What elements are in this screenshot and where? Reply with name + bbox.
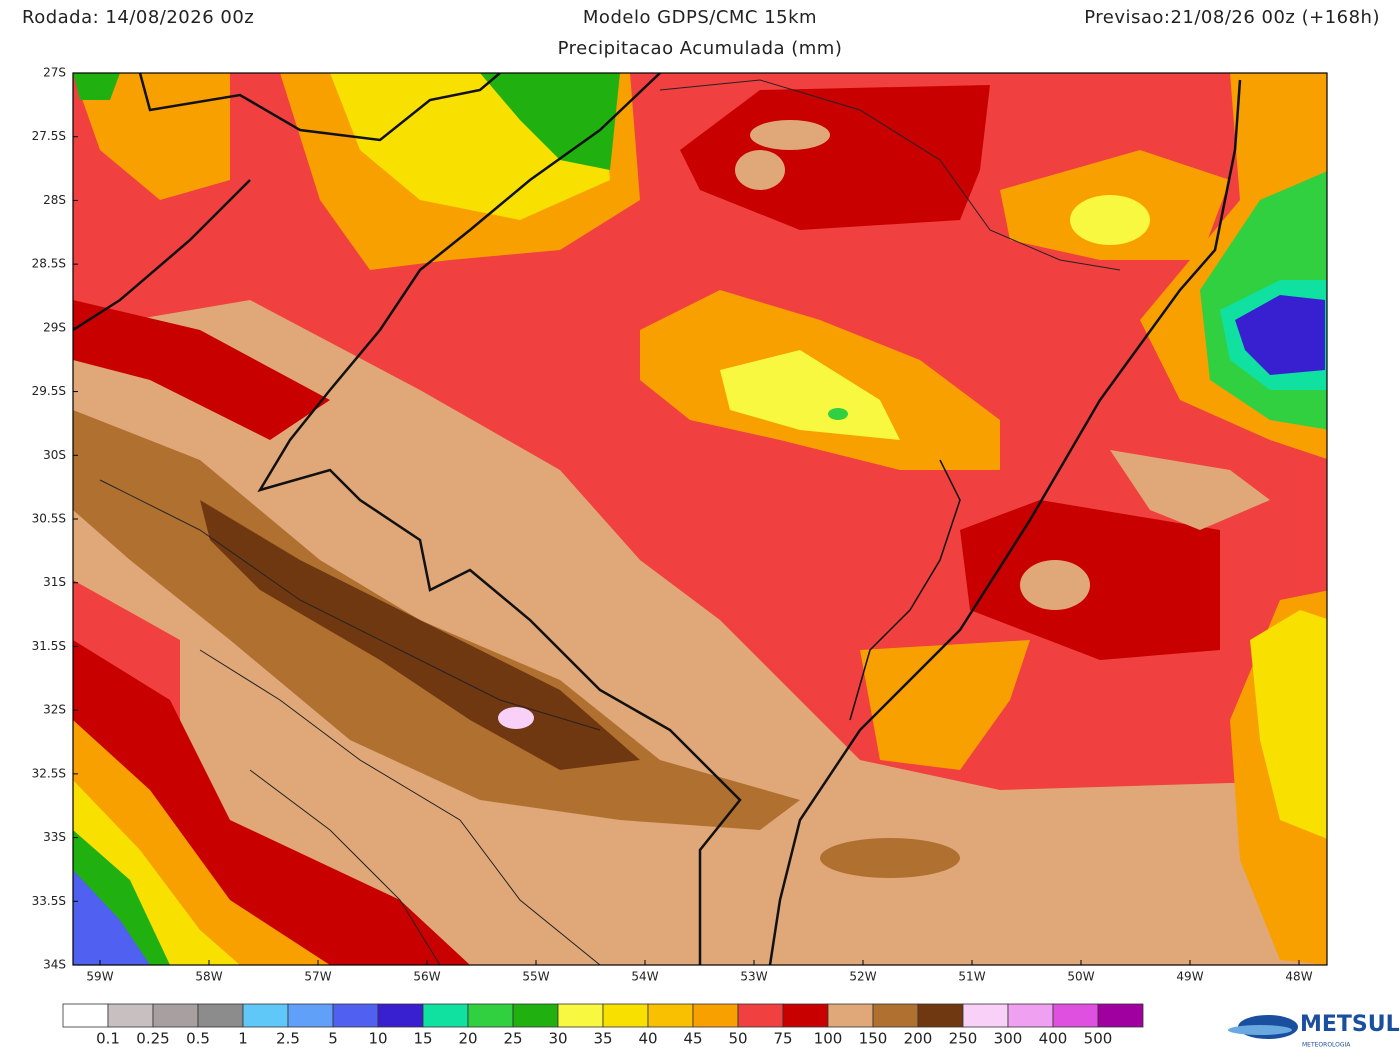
color-swatch xyxy=(512,1003,559,1028)
lat-label: 31.5S xyxy=(32,639,66,653)
color-swatch xyxy=(242,1003,289,1028)
color-swatch xyxy=(332,1003,379,1028)
color-swatch xyxy=(107,1003,154,1028)
colorbar: 0.1 0.25 0.5 1 2.5 5 10 15 20 25 30 35 40 45 50 75 100 15… xyxy=(62,1003,1144,1048)
lat-label: 34S xyxy=(43,958,66,972)
color-swatch xyxy=(467,1003,514,1028)
lon-label: 54W xyxy=(631,970,658,984)
color-swatch xyxy=(692,1003,739,1028)
lat-label: 27.5S xyxy=(32,129,66,143)
lat-label: 32S xyxy=(43,703,66,717)
color-swatch xyxy=(827,1003,874,1028)
latitude-labels: 27S 27.5S 28S 28.5S 29S 29.5S 30S 30.5S 31S 31.5S… xyxy=(32,66,78,972)
color-swatch xyxy=(287,1003,334,1028)
lat-label: 29.5S xyxy=(32,384,66,398)
colorbar-label: 100 xyxy=(814,1030,843,1048)
lat-label: 31S xyxy=(43,575,66,589)
lon-label: 56W xyxy=(413,970,440,984)
colorbar-label: 5 xyxy=(328,1030,338,1048)
color-swatch xyxy=(1097,1003,1144,1028)
logo-name: METSUL xyxy=(1300,1012,1400,1037)
color-swatch xyxy=(872,1003,919,1028)
colorbar-label: 50 xyxy=(728,1030,747,1048)
colorbar-label: 0.1 xyxy=(96,1030,120,1048)
subtitle: Precipitacao Acumulada (mm) xyxy=(558,38,843,59)
lon-label: 51W xyxy=(958,970,985,984)
colorbar-label: 1 xyxy=(238,1030,248,1048)
color-swatch xyxy=(62,1003,109,1028)
color-swatch xyxy=(737,1003,784,1028)
color-swatch xyxy=(782,1003,829,1028)
color-swatch xyxy=(557,1003,604,1028)
lat-label: 32.5S xyxy=(32,766,66,780)
colorbar-label: 400 xyxy=(1039,1030,1068,1048)
title: Modelo GDPS/CMC 15km xyxy=(583,7,817,28)
colorbar-label: 25 xyxy=(503,1030,522,1048)
color-swatch xyxy=(422,1003,469,1028)
color-swatch xyxy=(152,1003,199,1028)
lon-label: 52W xyxy=(849,970,876,984)
colorbar-label: 40 xyxy=(638,1030,657,1048)
color-swatch xyxy=(1007,1003,1054,1028)
color-swatch xyxy=(1052,1003,1099,1028)
colorbar-label: 30 xyxy=(548,1030,567,1048)
lon-label: 50W xyxy=(1067,970,1094,984)
logo-tagline: METEOROLOGIA xyxy=(1302,1042,1351,1049)
colorbar-label: 150 xyxy=(859,1030,888,1048)
color-swatch xyxy=(962,1003,1009,1028)
colorbar-label: 0.5 xyxy=(186,1030,210,1048)
lat-label: 33S xyxy=(43,830,66,844)
lat-label: 30S xyxy=(43,448,66,462)
colorbar-label: 15 xyxy=(413,1030,432,1048)
precip-field xyxy=(73,73,1327,965)
color-swatch xyxy=(197,1003,244,1028)
lon-label: 59W xyxy=(86,970,113,984)
lat-label: 28.5S xyxy=(32,257,66,271)
color-swatch xyxy=(917,1003,964,1028)
colorbar-label: 200 xyxy=(904,1030,933,1048)
run-label: Rodada: 14/08/2026 00z xyxy=(22,7,254,28)
color-swatch xyxy=(647,1003,694,1028)
lon-label: 57W xyxy=(304,970,331,984)
lat-label: 29S xyxy=(43,320,66,334)
colorbar-label: 45 xyxy=(683,1030,702,1048)
lat-label: 28S xyxy=(43,193,66,207)
lat-label: 27S xyxy=(43,66,66,80)
colorbar-label: 20 xyxy=(458,1030,477,1048)
colorbar-label: 300 xyxy=(994,1030,1023,1048)
lon-label: 48W xyxy=(1285,970,1312,984)
lon-label: 53W xyxy=(740,970,767,984)
colorbar-label: 2.5 xyxy=(276,1030,300,1048)
lat-label: 30.5S xyxy=(32,512,66,526)
colorbar-label: 0.25 xyxy=(136,1030,169,1048)
longitude-labels: 59W 58W 57W 56W 55W 54W 53W 52W 51W 50W 49W 48W xyxy=(86,960,1313,984)
color-swatch xyxy=(602,1003,649,1028)
colorbar-label: 10 xyxy=(368,1030,387,1048)
lat-label: 33.5S xyxy=(32,894,66,908)
colorbar-label: 35 xyxy=(593,1030,612,1048)
colorbar-label: 75 xyxy=(773,1030,792,1048)
color-swatch xyxy=(377,1003,424,1028)
colorbar-label: 500 xyxy=(1084,1030,1113,1048)
logo: METSUL METEOROLOGIA xyxy=(1228,1012,1400,1049)
colorbar-label: 250 xyxy=(949,1030,978,1048)
forecast-label: Previsao:21/08/26 00z (+168h) xyxy=(1084,7,1380,28)
lon-label: 58W xyxy=(195,970,222,984)
lon-label: 55W xyxy=(522,970,549,984)
lon-label: 49W xyxy=(1176,970,1203,984)
